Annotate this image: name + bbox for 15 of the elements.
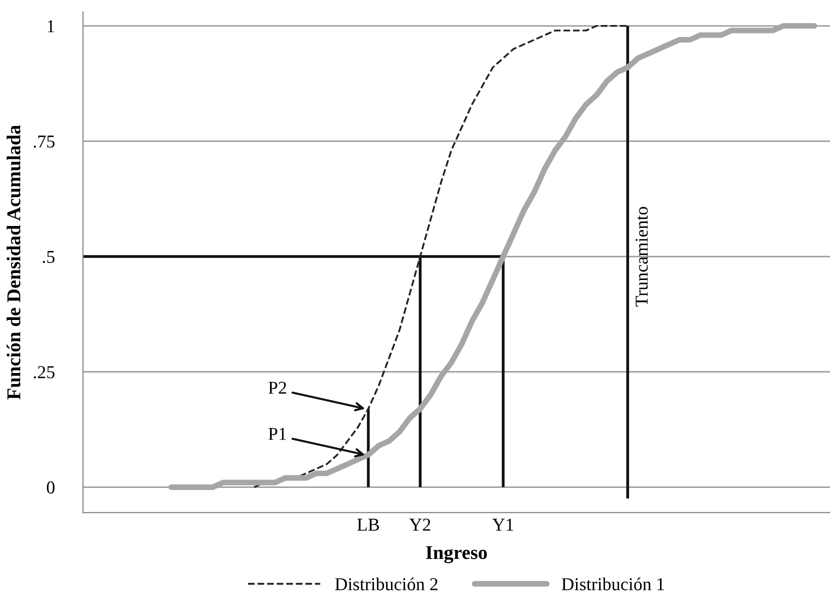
y-axis-title: Función de Densidad Acumulada — [6, 125, 20, 400]
annotation: Truncamiento — [636, 206, 648, 307]
y-tick-label: 1 — [48, 20, 54, 32]
x-tick-label: LB — [357, 518, 379, 531]
y-tick-label: 0 — [46, 481, 55, 494]
annotation: P1 — [268, 428, 286, 440]
annotation: P2 — [268, 382, 286, 394]
x-tick-label: Y1 — [492, 518, 514, 531]
y-tick-label: .5 — [42, 250, 55, 264]
x-axis-title: Ingreso — [426, 546, 487, 564]
legend-label: Distribución 1 — [562, 578, 664, 590]
y-tick-label: .75 — [34, 136, 55, 148]
y-tick-label: .25 — [34, 366, 55, 378]
legend-label: Distribución 2 — [335, 578, 438, 590]
x-tick-label: Y2 — [409, 518, 430, 531]
